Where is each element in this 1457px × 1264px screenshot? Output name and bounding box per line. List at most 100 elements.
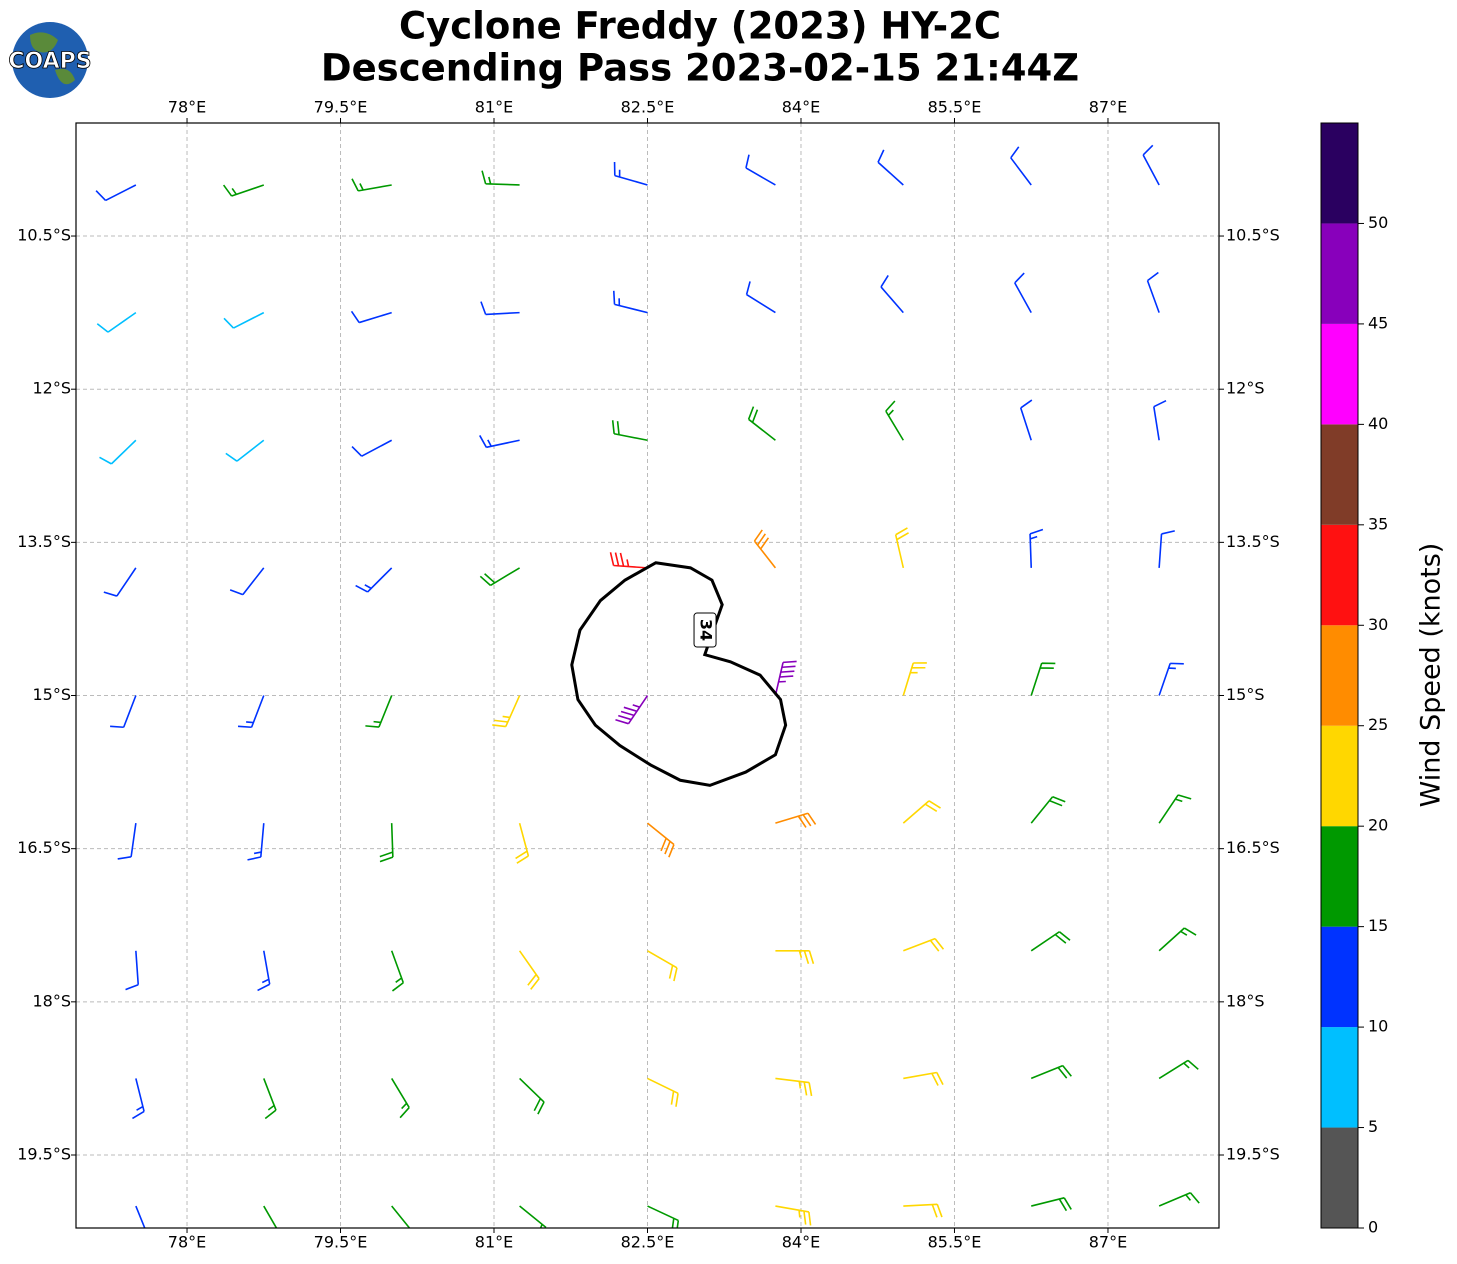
barb-staff xyxy=(1030,931,1071,952)
barb-staff xyxy=(1146,271,1160,313)
barb-staff xyxy=(1010,146,1032,186)
x-tick-label: 79.5°E xyxy=(314,1233,368,1252)
wind-barb xyxy=(479,567,521,587)
barb-staff xyxy=(103,567,137,597)
barb-staff xyxy=(247,823,265,861)
barb-staff xyxy=(902,800,941,824)
wind-barb xyxy=(237,695,265,729)
y-tick-label: 19.5°S xyxy=(1226,1144,1280,1163)
wind-barb xyxy=(647,1077,679,1107)
wind-barb xyxy=(775,949,815,965)
barb-staff xyxy=(1029,528,1044,568)
wind-barb xyxy=(903,1071,944,1086)
barb-staff xyxy=(481,170,520,186)
barb-staff xyxy=(647,950,678,982)
barb-staff xyxy=(611,420,648,442)
barb-staff xyxy=(390,950,405,992)
wind-barb xyxy=(110,695,137,729)
barb-staff xyxy=(1158,1059,1199,1080)
barb-staff xyxy=(519,1205,547,1228)
wind-barb xyxy=(350,310,392,324)
wind-barb xyxy=(355,567,393,593)
y-tick-label: 16.5°S xyxy=(1226,838,1280,857)
wind-barb xyxy=(515,822,530,864)
barb-staff xyxy=(1158,927,1197,952)
barb-staff xyxy=(135,1205,146,1228)
wind-barb xyxy=(1153,399,1167,441)
wind-barb xyxy=(1158,794,1192,824)
wind-barb xyxy=(125,950,140,991)
barb-staff xyxy=(775,1077,813,1097)
wind-barb xyxy=(391,1205,411,1228)
barb-staff xyxy=(775,949,815,965)
wind-barb xyxy=(96,311,137,333)
wind-barb xyxy=(885,400,905,441)
wind-barb xyxy=(903,1203,943,1218)
wind-barb xyxy=(1030,1064,1072,1080)
colorbar-tick-label: 0 xyxy=(1368,1218,1378,1237)
x-tick-label: 84°E xyxy=(782,1233,820,1252)
barb-staff xyxy=(350,310,392,324)
colorbar-segment xyxy=(1321,625,1358,726)
wind-barb xyxy=(902,662,927,696)
barb-staff xyxy=(747,406,776,441)
y-tick-label: 10.5°S xyxy=(1226,226,1280,245)
barb-staff xyxy=(1014,272,1032,313)
barb-staff xyxy=(647,1205,680,1228)
barb-staff xyxy=(492,695,521,728)
chart-subtitle: Descending Pass 2023-02-15 21:44Z xyxy=(321,47,1079,90)
contour-line xyxy=(570,561,788,787)
wind-barb xyxy=(351,439,393,457)
colorbar-segment xyxy=(1321,1027,1358,1128)
contour-label-box xyxy=(693,612,717,648)
barb-staff xyxy=(125,950,140,991)
x-tick-label: 87°E xyxy=(1089,98,1127,117)
wind-barb xyxy=(1031,1197,1072,1212)
wind-barb xyxy=(1010,146,1032,186)
wind-barb xyxy=(225,439,265,462)
colorbar-segment xyxy=(1321,524,1358,626)
y-tick-label: 16.5°S xyxy=(17,838,71,857)
wind-barb xyxy=(390,950,405,992)
wind-barb xyxy=(135,1205,146,1228)
colorbar-segment xyxy=(1321,424,1358,525)
barb-staff xyxy=(391,1205,411,1228)
wind-barb xyxy=(479,435,520,449)
x-tick-label: 78°E xyxy=(168,1233,206,1252)
barb-staff xyxy=(237,695,265,729)
barb-staff xyxy=(753,529,777,569)
wind-barb xyxy=(519,1205,547,1228)
y-tick-label: 15°S xyxy=(32,685,71,704)
colorbar-frame xyxy=(1320,122,1359,1229)
wind-barb xyxy=(1158,530,1175,568)
barb-staff xyxy=(355,567,393,593)
wind-barb xyxy=(1142,144,1160,186)
wind-barb xyxy=(103,567,137,597)
colorbar-tick-label: 10 xyxy=(1368,1017,1388,1036)
wind-barb xyxy=(263,1078,277,1120)
barb-staff xyxy=(1158,1192,1200,1207)
wind-barb xyxy=(1158,1192,1200,1207)
wind-barb xyxy=(1146,271,1160,313)
barb-staff xyxy=(263,1078,277,1120)
barb-staff xyxy=(365,695,393,728)
barb-staff xyxy=(96,311,137,333)
colorbar-segment xyxy=(1321,826,1358,927)
wind-barb xyxy=(117,823,137,860)
barb-staff xyxy=(351,439,393,457)
y-tick-label: 15°S xyxy=(1226,685,1265,704)
colorbar-segment xyxy=(1321,725,1358,827)
colorbar-segment xyxy=(1321,1127,1358,1228)
wind-barb xyxy=(247,823,265,861)
barb-staff xyxy=(257,950,271,992)
colorbar-segment xyxy=(1321,926,1358,1028)
wind-barb xyxy=(379,823,394,863)
x-tick-label: 85.5°E xyxy=(928,98,982,117)
contour-label: 34 xyxy=(697,619,716,641)
barb-staff xyxy=(1031,1197,1072,1212)
wind-barb xyxy=(775,812,817,828)
wind-barb xyxy=(1019,399,1033,441)
wind-barb xyxy=(647,950,678,982)
barb-staff xyxy=(613,161,648,186)
barb-staff xyxy=(775,1205,812,1226)
